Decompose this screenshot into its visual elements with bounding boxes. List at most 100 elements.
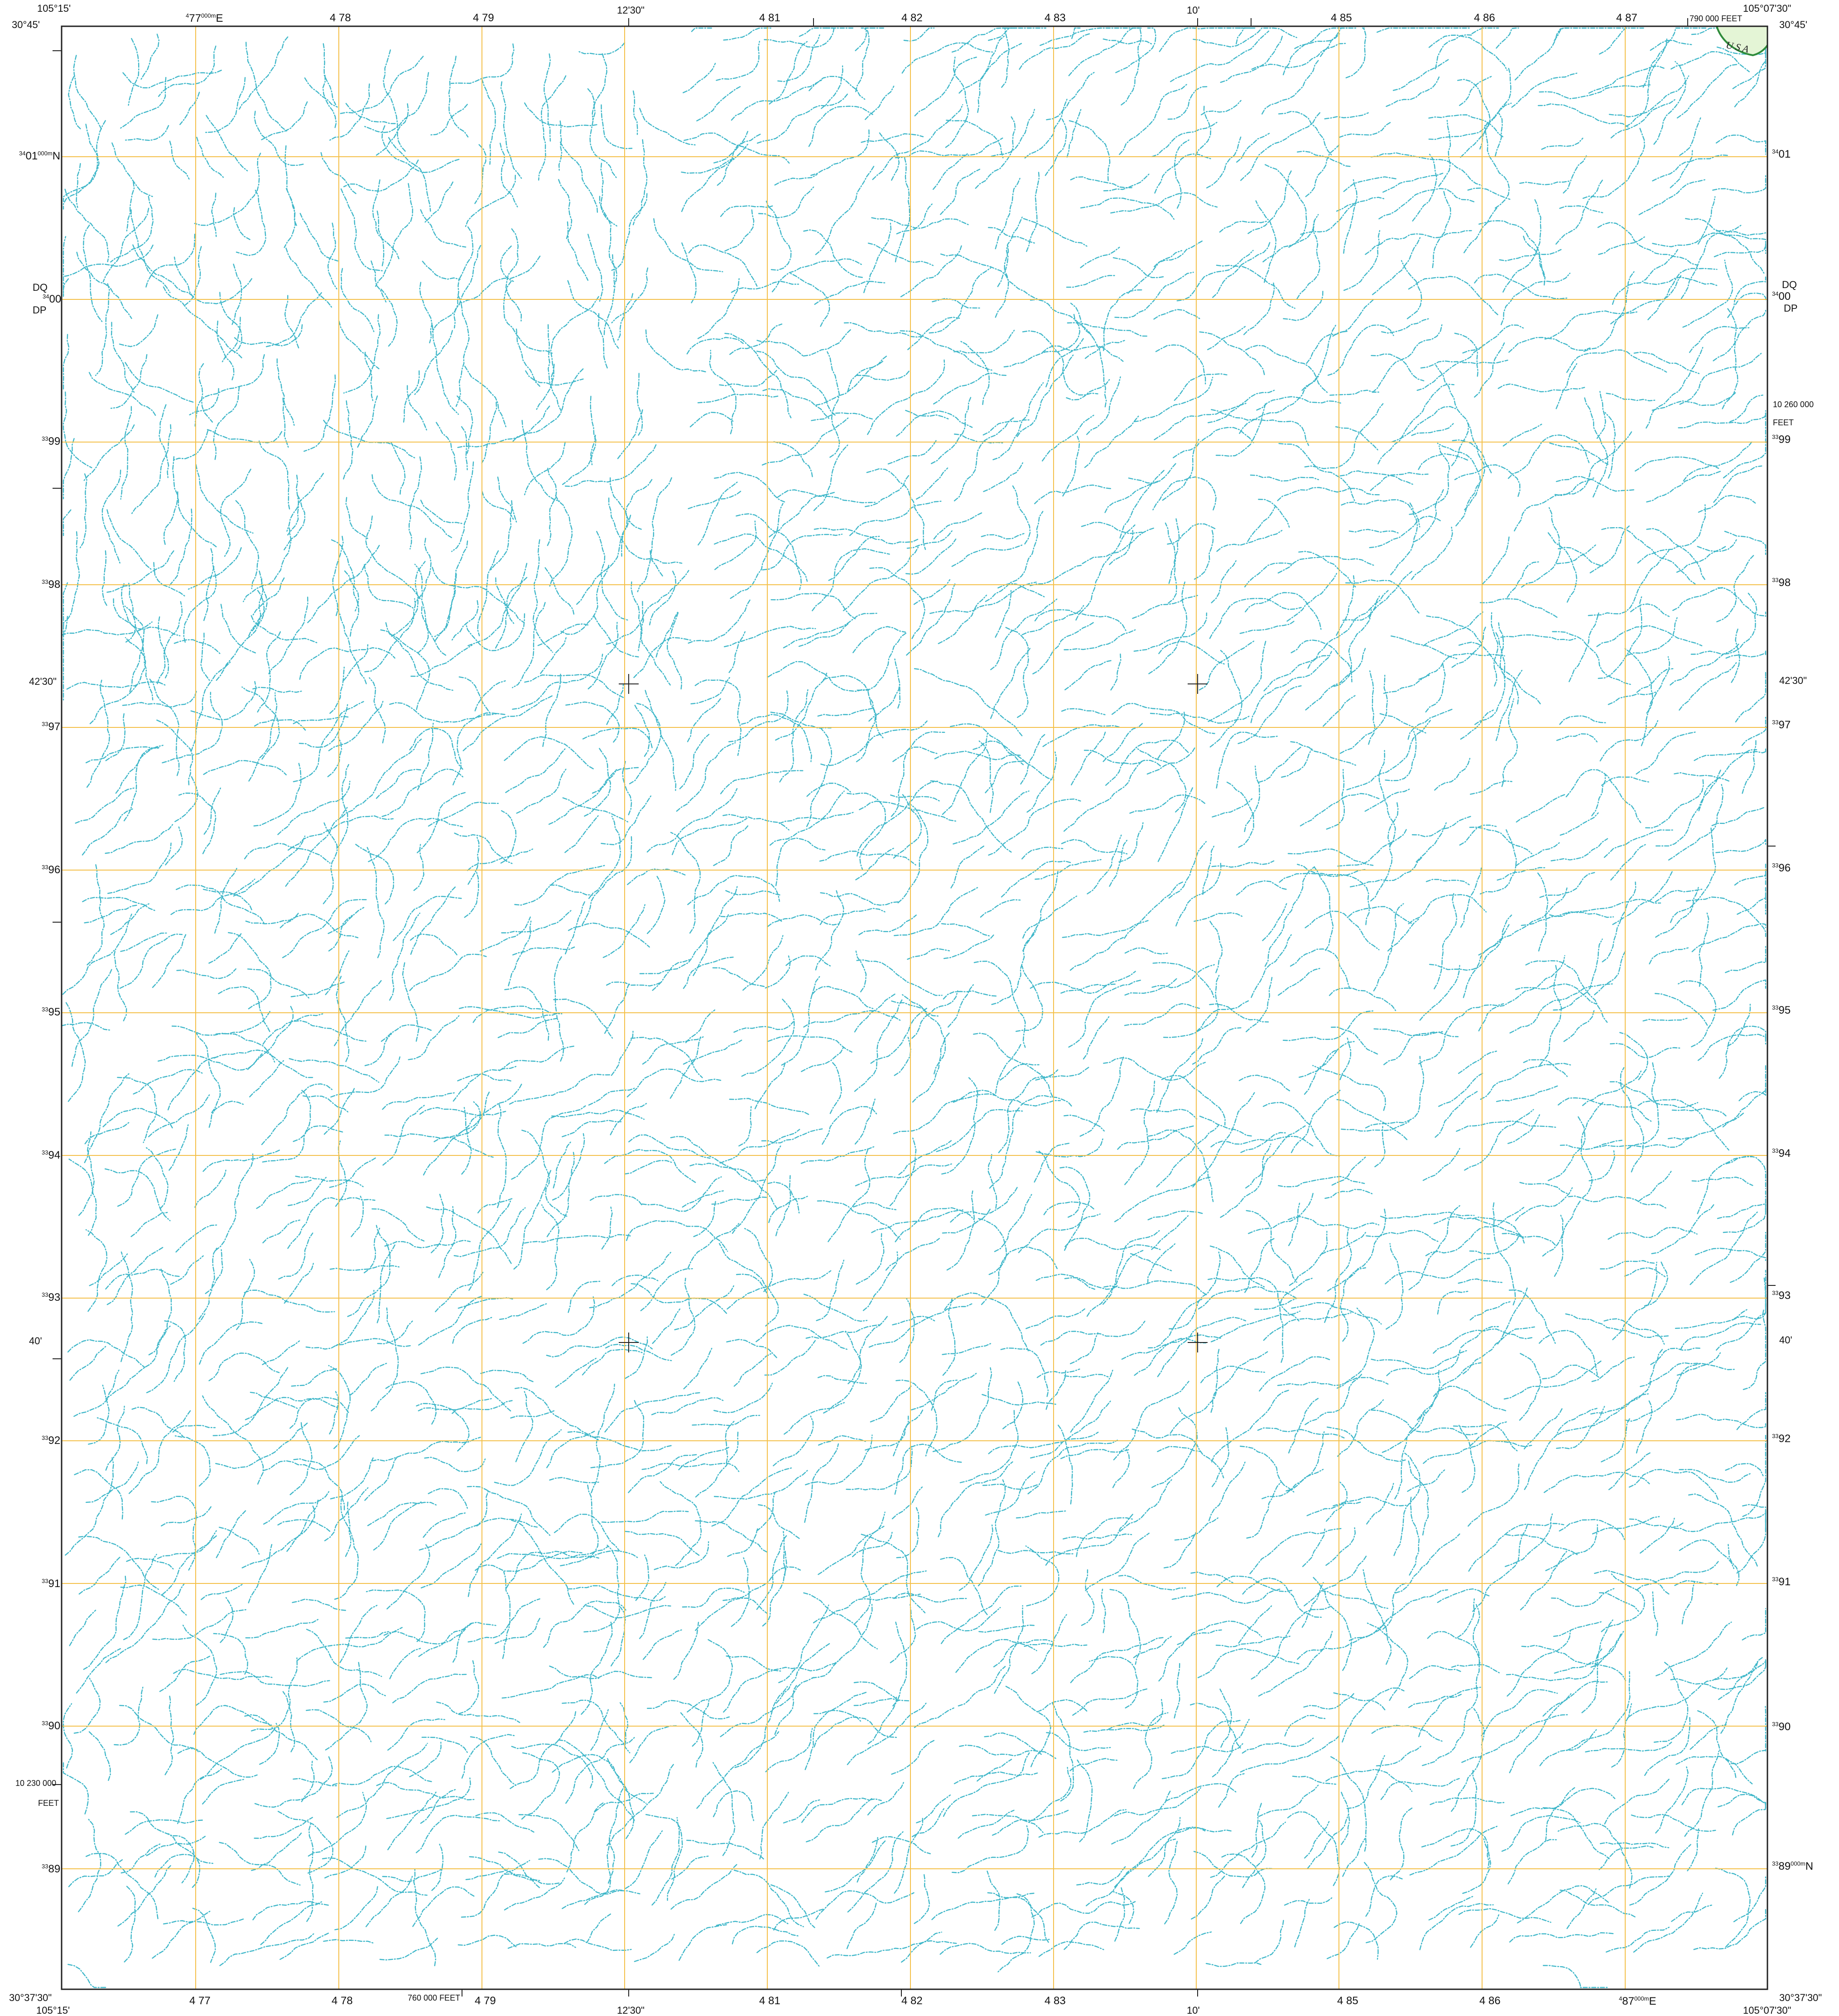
stream-1836 — [182, 1625, 217, 1706]
stream-1003 — [1305, 910, 1380, 951]
stream-561 — [714, 533, 808, 582]
stream-2127 — [1001, 1935, 1051, 1945]
stream-1980 — [1380, 1778, 1460, 1800]
stream-1613 — [695, 1430, 739, 1498]
stream-1777 — [1024, 1643, 1088, 1647]
stream-1970 — [943, 1752, 1030, 1817]
stream-1095 — [215, 1033, 275, 1063]
stream-1250 — [168, 1123, 189, 1171]
stream-1746 — [1395, 1533, 1460, 1594]
stream-608 — [1082, 527, 1155, 564]
stream-1924 — [629, 1725, 677, 1763]
stream-1808 — [673, 1621, 699, 1680]
stream-48 — [481, 78, 496, 165]
stream-1720 — [248, 1544, 273, 1603]
stream-2026 — [1684, 1751, 1719, 1837]
stream-1524 — [212, 1366, 289, 1436]
stream-1895 — [1083, 1724, 1165, 1733]
stream-182 — [1206, 136, 1242, 188]
stream-292 — [900, 244, 963, 298]
stream-831 — [592, 767, 640, 794]
stream-1033 — [907, 948, 950, 960]
stream-2034 — [324, 1844, 367, 1879]
stream-369 — [856, 370, 910, 381]
stream-677 — [688, 599, 751, 644]
stream-1059 — [325, 949, 350, 996]
stream-1336 — [524, 1234, 631, 1244]
stream-1271 — [1059, 1166, 1090, 1251]
stream-1802 — [418, 1623, 472, 1657]
stream-475 — [371, 474, 453, 539]
stream-1485 — [208, 1352, 280, 1381]
stream-289 — [771, 258, 862, 293]
stream-1092 — [61, 1022, 111, 1031]
stream-1259 — [553, 1141, 572, 1188]
stream-1151 — [902, 994, 946, 1074]
stream-944 — [413, 843, 424, 891]
stream-1325 — [1717, 1203, 1767, 1219]
stream-1569 — [416, 1403, 470, 1452]
stream-1611 — [591, 1383, 615, 1493]
stream-712 — [524, 674, 625, 698]
stream-815 — [1599, 720, 1659, 762]
stream-1672 — [1559, 1519, 1625, 1541]
stream-963 — [1236, 880, 1288, 896]
stream-125 — [343, 159, 419, 192]
stream-2106 — [67, 1963, 107, 1988]
stream-1373 — [438, 1205, 457, 1278]
stream-1362 — [1651, 1203, 1715, 1254]
stream-858 — [75, 787, 135, 824]
stream-1342 — [775, 1175, 791, 1237]
stream-315 — [216, 320, 235, 380]
stream-957 — [1001, 861, 1072, 898]
stream-1044 — [1387, 919, 1419, 952]
stream-2087 — [931, 1892, 1035, 1920]
stream-1329 — [215, 1153, 254, 1251]
stream-430 — [83, 424, 135, 481]
stream-1140 — [457, 1073, 513, 1082]
stream-348 — [1647, 268, 1718, 320]
stream-1709 — [1468, 1523, 1565, 1572]
stream-745 — [254, 719, 307, 732]
stream-863 — [277, 780, 351, 835]
stream-484 — [761, 417, 849, 466]
stream-1447 — [262, 1340, 300, 1365]
stream-410 — [933, 372, 1008, 404]
stream-1701 — [1118, 1574, 1186, 1591]
stream-350 — [1727, 276, 1767, 318]
stream-1553 — [1453, 1424, 1518, 1452]
stream-191 — [1582, 127, 1645, 199]
stream-945 — [467, 836, 480, 885]
stream-1985 — [1604, 1778, 1671, 1825]
stream-467 — [1729, 395, 1763, 423]
stream-1146 — [741, 998, 795, 1077]
stream-1882 — [521, 1752, 560, 1820]
stream-1012 — [1670, 828, 1716, 923]
stream-2115 — [457, 1934, 517, 1948]
stream-114 — [1625, 38, 1668, 127]
stream-1091 — [1712, 979, 1767, 1011]
stream-1134 — [214, 1049, 314, 1078]
stream-1863 — [1367, 1622, 1409, 1701]
stream-1905 — [1521, 1714, 1569, 1733]
stream-49 — [500, 81, 522, 179]
stream-2101 — [1566, 1887, 1597, 1929]
stream-201 — [327, 222, 337, 289]
stream-524 — [813, 444, 849, 511]
stream-1945 — [1539, 1729, 1597, 1766]
stream-169 — [611, 193, 648, 271]
stream-111 — [1511, 72, 1578, 108]
stream-598 — [631, 581, 671, 686]
stream-1080 — [1251, 933, 1292, 998]
stream-1035 — [973, 961, 1026, 1048]
stream-1552 — [1417, 1362, 1482, 1421]
stream-1267 — [898, 1140, 952, 1175]
stream-1845 — [581, 1621, 613, 1715]
stream-1638 — [78, 1535, 159, 1590]
stream-101 — [1069, 120, 1111, 182]
stream-1208 — [1738, 1083, 1767, 1102]
stream-150 — [1495, 113, 1503, 157]
stream-327 — [724, 332, 792, 419]
stream-1156 — [1161, 1075, 1226, 1126]
stream-1677 — [65, 1457, 114, 1556]
